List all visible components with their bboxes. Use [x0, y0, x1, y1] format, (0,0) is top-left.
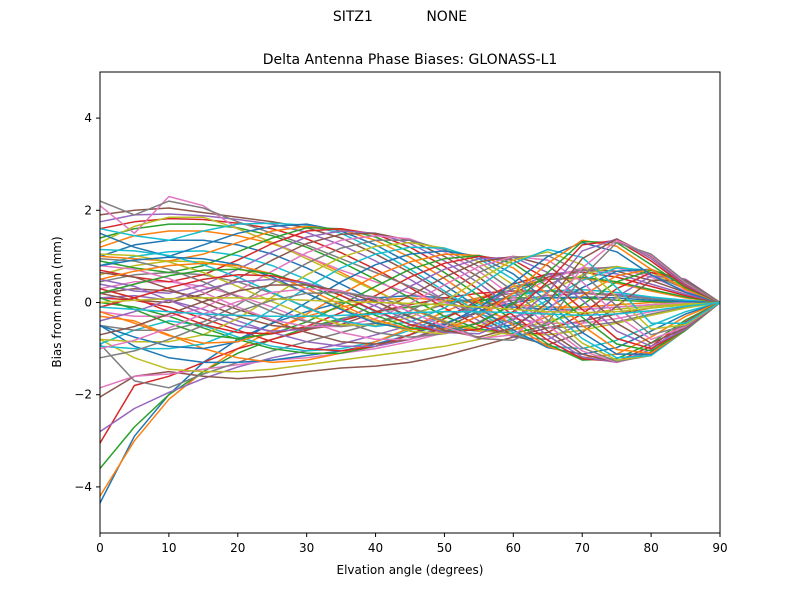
- series-line-58: [99, 241, 721, 359]
- series-line-14: [99, 271, 721, 352]
- y-tick-label: 4: [84, 111, 92, 125]
- x-tick-label: 70: [575, 541, 590, 555]
- y-tick-label: 2: [84, 203, 92, 217]
- series-line-19: [99, 260, 721, 335]
- series-line-52: [99, 239, 721, 330]
- x-tick-label: 10: [161, 541, 176, 555]
- series-line-33: [99, 227, 721, 361]
- x-tick-label: 40: [368, 541, 383, 555]
- series-line-27: [99, 195, 721, 324]
- figure-suptitle: SITZ1 NONE: [332, 9, 468, 25]
- series-line-42: [99, 253, 721, 354]
- series-line-40: [99, 246, 721, 359]
- series-line-46: [99, 255, 721, 344]
- chart-title: Delta Antenna Phase Biases: GLONASS-L1: [263, 52, 558, 68]
- y-tick-label: 0: [84, 296, 92, 310]
- series-line-37: [99, 234, 721, 364]
- series-line-31: [99, 223, 721, 355]
- series-line-23: [99, 223, 721, 335]
- series-line-50: [99, 248, 721, 328]
- x-tick-label: 60: [506, 541, 521, 555]
- x-tick-label: 80: [643, 541, 658, 555]
- series-line-49: [99, 251, 721, 330]
- y-tick-label: −2: [74, 388, 92, 402]
- x-tick-label: 0: [96, 541, 104, 555]
- x-tick-label: 30: [299, 541, 314, 555]
- series-line-5: [99, 292, 721, 433]
- y-axis-ticks: −4 −2 0 2 4: [74, 111, 100, 494]
- x-axis-label: Elvation angle (degrees): [337, 563, 484, 577]
- series-layer: [99, 195, 721, 504]
- series-line-48: [99, 254, 721, 336]
- series-line-9: [99, 301, 721, 373]
- series-line-8: [99, 290, 721, 389]
- series-line-41: [99, 250, 721, 355]
- x-tick-label: 50: [437, 541, 452, 555]
- x-tick-label: 20: [230, 541, 245, 555]
- series-line-1: [99, 294, 720, 504]
- series-line-59: [99, 297, 721, 314]
- y-tick-label: −4: [74, 480, 92, 494]
- series-line-60: [99, 301, 721, 318]
- plot-frame: [99, 71, 721, 534]
- series-line-38: [99, 239, 721, 363]
- x-axis-ticks: 0 10 20 30 40 50 60 70 80 90: [96, 533, 728, 555]
- y-axis-label: Bias from mean (mm): [50, 236, 64, 367]
- series-line-44: [99, 255, 721, 350]
- x-tick-label: 90: [712, 541, 727, 555]
- series-line-43: [99, 254, 721, 352]
- series-line-56: [99, 238, 721, 338]
